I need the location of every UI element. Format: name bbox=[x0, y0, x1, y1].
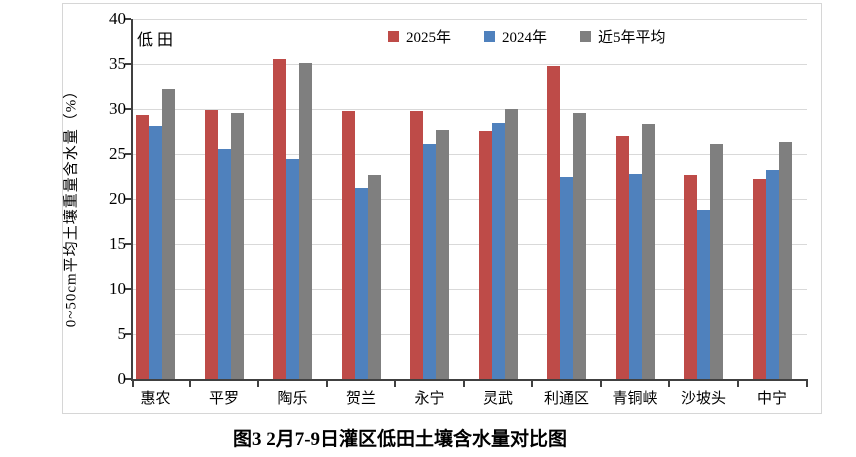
x-tick-label-贺兰: 贺兰 bbox=[345, 391, 376, 407]
y-tick-label: 5 bbox=[117, 324, 127, 343]
x-tick-label-沙坡头: 沙坡头 bbox=[680, 391, 726, 407]
legend-item-2025: 2025年 bbox=[388, 26, 451, 47]
bar-2024年-灵武 bbox=[491, 123, 505, 379]
y-axis-title: 0~50cm平均土壤重量含水量（%） bbox=[63, 82, 80, 328]
y-tick bbox=[125, 108, 131, 110]
gridline bbox=[133, 334, 807, 335]
gridline bbox=[133, 199, 807, 200]
legend-item-2024: 2024年 bbox=[484, 26, 547, 47]
bar-2025年-沙坡头 bbox=[684, 174, 697, 379]
x-tick bbox=[132, 381, 134, 387]
bar-2025年-永宁 bbox=[410, 110, 423, 379]
bar-2025年-惠农 bbox=[136, 115, 149, 379]
bar-近5年平均-贺兰 bbox=[367, 174, 381, 379]
x-tick-label-青铜峡: 青铜峡 bbox=[612, 391, 658, 407]
y-tick bbox=[125, 18, 131, 20]
bar-近5年平均-灵武 bbox=[504, 109, 518, 379]
plot-region-label: 低田 bbox=[137, 32, 178, 49]
y-tick-label: 35 bbox=[109, 54, 126, 73]
y-tick-label: 25 bbox=[109, 144, 126, 163]
x-tick bbox=[736, 381, 739, 387]
x-tick-label-平罗: 平罗 bbox=[208, 391, 239, 407]
gridline bbox=[133, 244, 807, 245]
bar-2024年-惠农 bbox=[149, 126, 162, 379]
bar-近5年平均-青铜峡 bbox=[641, 124, 655, 379]
bar-2024年-中宁 bbox=[765, 170, 779, 379]
y-tick bbox=[125, 333, 131, 335]
bar-2025年-平罗 bbox=[204, 109, 218, 379]
bar-近5年平均-陶乐 bbox=[299, 63, 312, 379]
x-axis-line bbox=[131, 379, 808, 381]
y-tick-label: 20 bbox=[109, 189, 126, 208]
bar-近5年平均-中宁 bbox=[778, 142, 792, 379]
y-tick-label: 0 bbox=[117, 369, 127, 388]
bar-2025年-灵武 bbox=[478, 130, 492, 379]
y-tick-label: 40 bbox=[109, 9, 126, 28]
plot-area bbox=[133, 19, 807, 379]
x-tick bbox=[257, 381, 260, 387]
y-tick-label: 10 bbox=[109, 279, 126, 298]
bar-2024年-沙坡头 bbox=[697, 209, 710, 379]
x-tick-label-利通区: 利通区 bbox=[543, 391, 589, 407]
gridline bbox=[133, 289, 807, 290]
bar-2024年-陶乐 bbox=[286, 159, 299, 379]
legend: 2025年 2024年 近5年平均 bbox=[388, 26, 666, 47]
x-tick bbox=[668, 381, 671, 387]
x-tick bbox=[806, 381, 808, 387]
legend-label-2025: 2025年 bbox=[406, 30, 452, 46]
y-tick-label: 30 bbox=[109, 99, 126, 118]
legend-label-2024: 2024年 bbox=[502, 30, 548, 46]
bar-2025年-贺兰 bbox=[341, 110, 355, 379]
gridline bbox=[133, 154, 807, 155]
y-tick bbox=[125, 243, 131, 245]
x-tick-label-永宁: 永宁 bbox=[414, 391, 445, 407]
bar-近5年平均-惠农 bbox=[162, 89, 175, 379]
bar-2024年-永宁 bbox=[423, 144, 436, 379]
legend-label-5yr-avg: 近5年平均 bbox=[598, 30, 666, 46]
chart-caption: 图3 2月7-9日灌区低田土壤含水量对比图 bbox=[232, 429, 568, 450]
bar-2025年-中宁 bbox=[752, 179, 766, 379]
bar-近5年平均-平罗 bbox=[230, 112, 244, 379]
y-axis-line bbox=[131, 19, 133, 381]
x-tick bbox=[531, 381, 534, 387]
x-tick bbox=[394, 381, 397, 387]
bar-2024年-平罗 bbox=[217, 148, 231, 379]
bar-近5年平均-永宁 bbox=[436, 129, 449, 379]
x-tick bbox=[325, 381, 328, 387]
y-tick bbox=[125, 378, 131, 380]
gridline bbox=[133, 109, 807, 110]
y-tick bbox=[125, 153, 131, 155]
bar-2025年-陶乐 bbox=[273, 58, 286, 379]
gridline bbox=[133, 64, 807, 65]
y-tick bbox=[125, 63, 131, 65]
gridline bbox=[133, 19, 807, 20]
y-tick-label: 15 bbox=[109, 234, 126, 253]
x-tick bbox=[462, 381, 465, 387]
x-tick bbox=[188, 381, 191, 387]
x-tick-label-惠农: 惠农 bbox=[140, 391, 171, 407]
y-tick bbox=[125, 288, 131, 290]
x-tick-label-中宁: 中宁 bbox=[756, 391, 787, 407]
bar-2024年-利通区 bbox=[560, 176, 573, 379]
legend-swatch-5yr-avg bbox=[580, 31, 592, 42]
bar-2025年-利通区 bbox=[547, 65, 560, 379]
bar-近5年平均-沙坡头 bbox=[710, 144, 723, 379]
legend-item-5yr-avg: 近5年平均 bbox=[580, 26, 666, 47]
bar-近5年平均-利通区 bbox=[573, 112, 586, 379]
bar-2024年-贺兰 bbox=[354, 188, 368, 379]
bar-2024年-青铜峡 bbox=[628, 173, 642, 379]
x-tick-label-灵武: 灵武 bbox=[482, 391, 513, 407]
legend-swatch-2024 bbox=[484, 31, 496, 42]
bar-2025年-青铜峡 bbox=[615, 136, 629, 379]
x-tick bbox=[599, 381, 602, 387]
legend-swatch-2025 bbox=[388, 31, 399, 42]
x-tick-label-陶乐: 陶乐 bbox=[277, 391, 308, 407]
y-tick bbox=[125, 198, 131, 200]
